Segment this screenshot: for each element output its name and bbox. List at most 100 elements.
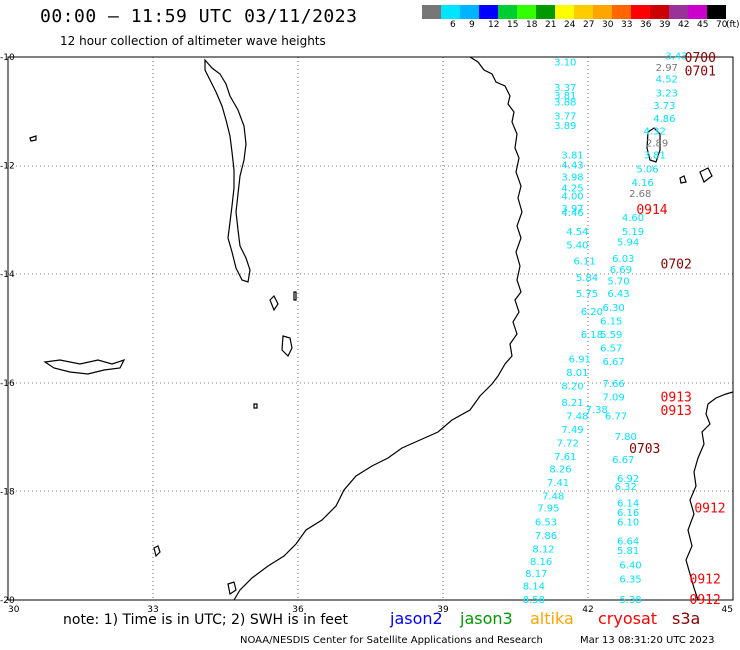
legend-swatch — [422, 5, 441, 19]
wave-height-value: 6.03 — [612, 254, 634, 265]
wave-height-value: 6.40 — [619, 561, 641, 572]
wave-height-value: 5.40 — [566, 240, 588, 251]
wave-height-value: 8.26 — [549, 465, 571, 476]
legend-swatch — [707, 5, 726, 19]
legend-swatch — [460, 5, 479, 19]
latitude-tick-label: -12 — [0, 162, 15, 172]
wave-height-value: 3.23 — [656, 88, 678, 99]
legend-label: 9 — [469, 20, 475, 30]
page-title: 00:00 – 11:59 UTC 03/11/2023 — [40, 6, 358, 27]
wave-height-value: 6.14 — [617, 498, 639, 509]
wave-height-value: 6.11 — [574, 257, 596, 268]
wave-height-value: 4.16 — [632, 178, 654, 189]
legend-label: 45 — [697, 20, 709, 30]
wave-height-value: 4.52 — [656, 75, 678, 86]
wave-height-value: 3.10 — [554, 57, 576, 68]
wave-height-value: 3.37 — [554, 83, 576, 94]
legend-swatch — [650, 5, 669, 19]
longitude-tick-label: 36 — [292, 605, 304, 615]
wave-height-value: 8.58 — [523, 595, 545, 606]
longitude-tick-label: 42 — [582, 605, 593, 615]
wave-height-value: 5.81 — [617, 546, 639, 557]
wave-height-value: 3.81 — [644, 151, 666, 162]
pass-time-label: 0912 — [690, 593, 721, 608]
wave-height-value: 8.17 — [525, 569, 547, 580]
wave-height-value: 6.16 — [617, 508, 639, 519]
longitude-tick-label: 45 — [722, 605, 733, 615]
map-frame — [7, 56, 734, 601]
legend-swatch — [688, 5, 707, 19]
legend-label: 30 — [602, 20, 614, 30]
wave-height-value: 7.41 — [547, 478, 569, 489]
wave-height-value: 6.43 — [607, 289, 629, 300]
legend-swatch — [574, 5, 593, 19]
wave-height-value: 2.68 — [629, 189, 651, 200]
mission-s3a: s3a — [672, 609, 701, 628]
pass-time-label: 0701 — [685, 65, 716, 80]
pass-time-label: 0913 — [661, 390, 692, 405]
legend-swatch — [479, 5, 498, 19]
wave-height-value: 6.30 — [603, 303, 625, 314]
wave-height-value: 4.54 — [566, 227, 588, 238]
wave-height-value: 5.59 — [600, 330, 622, 341]
wave-height-value: 4.60 — [622, 213, 644, 224]
latitude-tick-label: -20 — [0, 596, 15, 606]
longitude-tick-label: 33 — [147, 605, 158, 615]
longitude-tick-labels: 30 33 36 39 42 45 — [8, 605, 733, 615]
legend-label: 39 — [659, 20, 671, 30]
legend-swatch — [517, 5, 536, 19]
wave-height-value: 6.91 — [569, 354, 591, 365]
wave-height-value: 6.20 — [581, 307, 603, 318]
wave-height-value: 6.69 — [610, 265, 632, 276]
pass-time-label: 0702 — [661, 257, 692, 272]
wave-height-value: 3.81 — [554, 91, 576, 102]
wave-height-value: 3.73 — [653, 101, 675, 112]
footer-note: note: 1) Time is in UTC; 2) SWH is in fe… — [63, 612, 349, 628]
legend-label: 36 — [640, 20, 652, 30]
credit-text: NOAA/NESDIS Center for Satellite Applica… — [240, 635, 543, 646]
wave-height-value: 6.53 — [535, 517, 557, 528]
wave-height-value: 5.94 — [617, 238, 639, 249]
wave-height-value: 5.84 — [576, 273, 598, 284]
legend-label: 33 — [621, 20, 633, 30]
wave-height-value: 4.43 — [561, 161, 583, 172]
wave-height-value: 6.67 — [603, 357, 625, 368]
mission-jason2: jason2 — [390, 609, 443, 628]
wave-height-value: 3.97 — [561, 204, 583, 215]
wave-height-value: 6.77 — [605, 411, 627, 422]
coastline — [29, 56, 734, 601]
wave-height-value: 8.14 — [523, 581, 545, 592]
wave-height-value: 5.19 — [622, 227, 644, 238]
wave-height-value: 4.46 — [561, 208, 583, 219]
wave-height-value: 4.32 — [644, 126, 666, 137]
wave-height-value: 5.70 — [607, 277, 629, 288]
wave-height-value: 8.12 — [532, 544, 554, 555]
wave-height-value: 7.48 — [566, 411, 588, 422]
generated-timestamp: Mar 13 08:31:20 UTC 2023 — [580, 635, 715, 646]
legend-swatch — [612, 5, 631, 19]
legend-swatch — [536, 5, 555, 19]
legend-label: 12 — [488, 20, 500, 30]
wave-height-value: 6.15 — [600, 316, 622, 327]
wave-height-value: 6.92 — [617, 474, 639, 485]
wave-height-value: 4.00 — [561, 191, 583, 202]
legend-label: 70 — [716, 20, 728, 30]
latitude-tick-label: -16 — [0, 379, 15, 389]
latitude-tick-label: -18 — [0, 487, 15, 497]
wave-height-value: 3.98 — [561, 172, 583, 183]
legend-label: 42 — [678, 20, 690, 30]
wave-height-value: 4.25 — [561, 183, 583, 194]
wave-height-value: 6.18 — [581, 330, 603, 341]
legend-label: 27 — [583, 20, 595, 30]
wave-height-value: 6.35 — [619, 574, 641, 585]
legend-label: 6 — [450, 20, 456, 30]
wave-height-value: 7.86 — [535, 531, 557, 542]
latitude-tick-label: -14 — [0, 270, 15, 280]
wave-height-value: 3.43 — [665, 51, 687, 62]
wave-height-value: 3.88 — [554, 98, 576, 109]
wave-height-value: 4.86 — [653, 114, 675, 125]
wave-height-value: 7.95 — [537, 504, 559, 515]
wave-height-labels: 3.432.974.52 3.23 3.73 4.864.322.89 3.81 5.06… — [523, 51, 688, 606]
